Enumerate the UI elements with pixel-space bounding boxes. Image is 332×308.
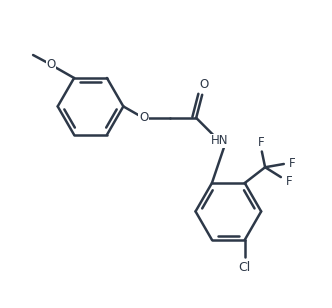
Text: F: F <box>286 175 292 188</box>
Text: O: O <box>200 78 209 91</box>
Text: F: F <box>290 157 296 170</box>
Text: F: F <box>258 136 265 149</box>
Text: O: O <box>46 58 56 71</box>
Text: HN: HN <box>210 134 228 147</box>
Text: O: O <box>139 111 148 124</box>
Text: Cl: Cl <box>239 261 251 274</box>
